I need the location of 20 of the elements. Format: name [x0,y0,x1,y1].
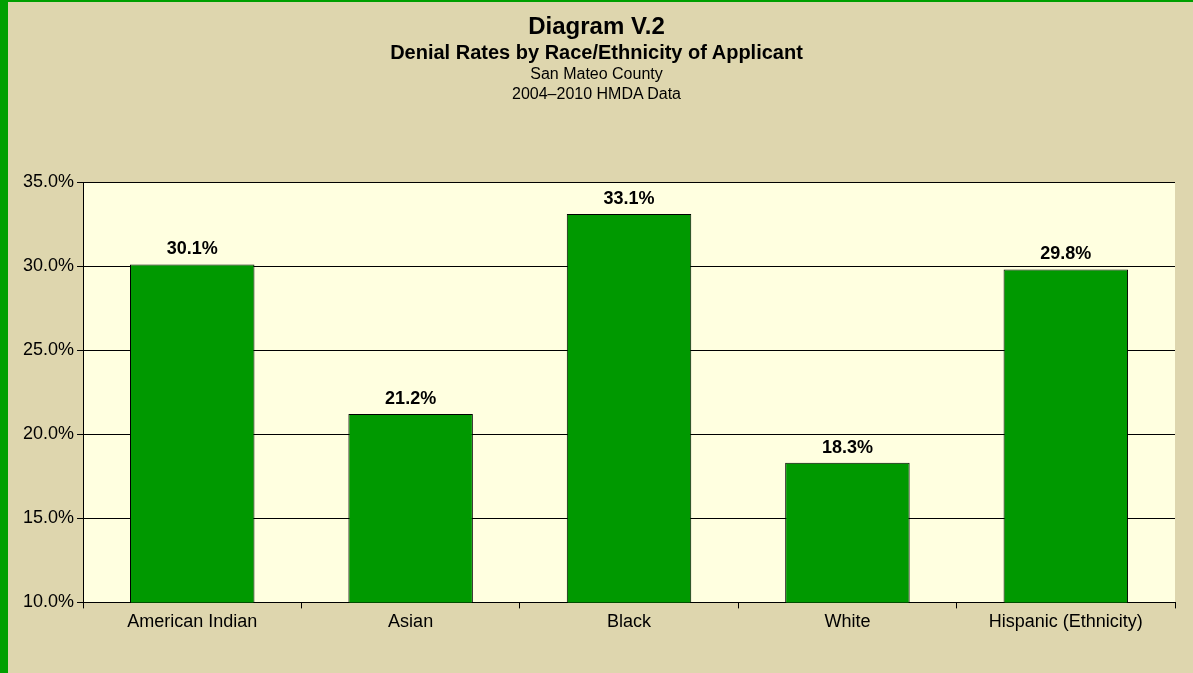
data-label: 18.3% [821,436,873,457]
data-label: 21.2% [385,388,437,409]
y-tick-label: 25.0% [22,339,75,360]
x-tick-label: Asian [388,611,434,632]
y-tick-label: 30.0% [22,255,75,276]
x-tick-label: American Indian [127,611,258,632]
x-tick-label: White [824,611,871,632]
text: 2004–2010 HMDA Data [511,84,682,104]
y-tick-label: 15.0% [22,507,75,528]
y-tick-label: 35.0% [22,170,75,191]
y-tick-label: 20.0% [22,423,75,444]
chart-subtitle: Denial Rates by Race/Ethnicity of Applicant [389,40,804,64]
data-label: 30.1% [166,238,218,259]
y-tick-label: 10.0% [22,591,75,612]
x-tick-label: Hispanic (Ethnicity) [988,611,1143,632]
text: San Mateo County [529,64,664,84]
chart-title: Diagram V.2 [527,12,666,40]
data-label: 33.1% [603,187,655,208]
x-tick-label: Black [607,611,653,632]
data-label: 29.8% [1040,243,1092,264]
